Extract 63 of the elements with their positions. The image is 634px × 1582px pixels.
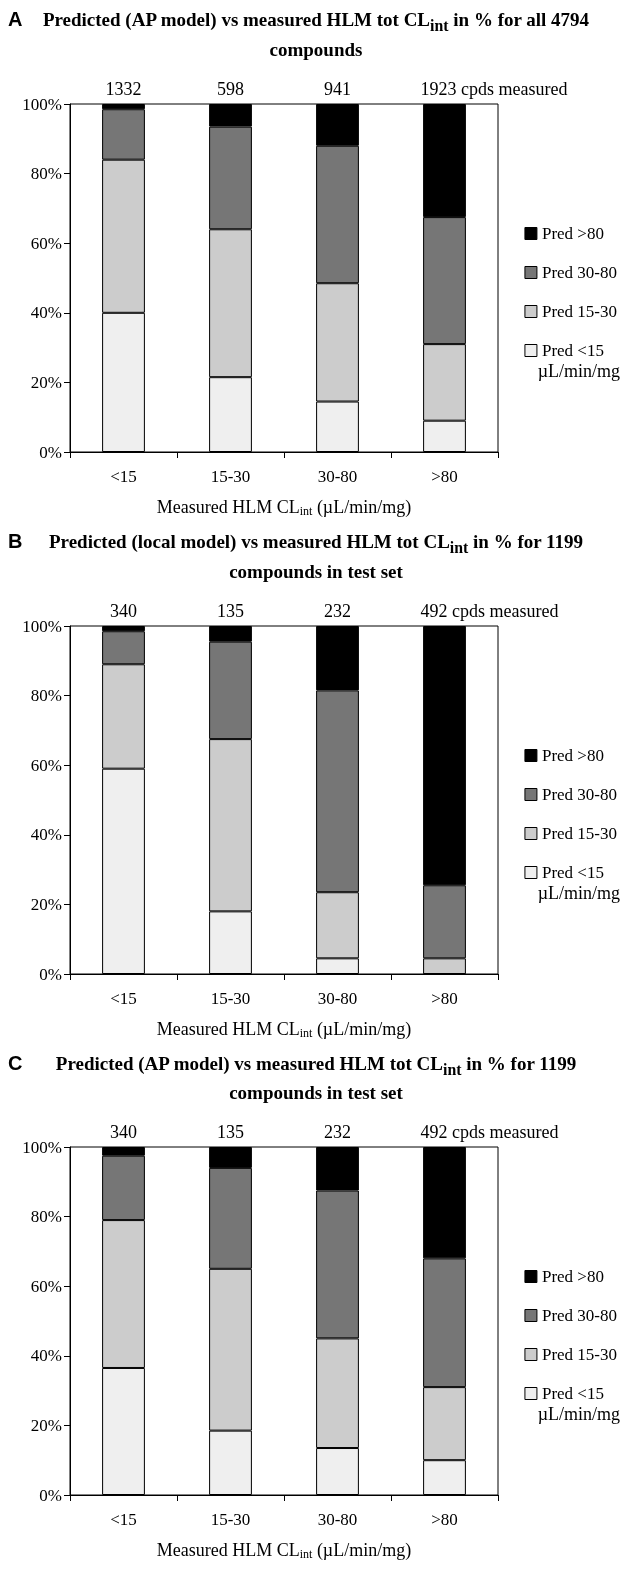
text: B — [8, 529, 24, 553]
y-tick-label: 40% — [30, 824, 62, 844]
x-tick-label: 30-80 — [317, 1510, 358, 1530]
legend-label: Pred 30-80 — [541, 262, 618, 282]
legend-label: Pred 15-30 — [541, 823, 618, 843]
y-tick-label: 80% — [30, 1207, 62, 1227]
x-tick-label: >80 — [431, 466, 458, 486]
y-tick-label: 80% — [30, 685, 62, 705]
annotation: 492 cpds measured — [420, 600, 559, 621]
x-tick-label: <15 — [110, 466, 137, 486]
annotation: 135 — [217, 1122, 244, 1143]
text: A — [8, 8, 24, 31]
y-tick-label: 0% — [39, 1485, 62, 1505]
annotation: 340 — [110, 600, 137, 621]
annotation: 232 — [324, 1122, 351, 1143]
x-tick-label: 30-80 — [317, 466, 358, 486]
text: C — [8, 1051, 24, 1075]
annotation: 941 — [324, 78, 351, 99]
annotation: 1332 — [105, 78, 142, 99]
legend-label: Pred <15 — [541, 1384, 604, 1404]
x-tick-label: >80 — [431, 1510, 458, 1530]
annotation: 232 — [324, 600, 351, 621]
x-tick-label: 15-30 — [210, 988, 251, 1008]
annotation: 598 — [217, 78, 244, 99]
y-tick-label: 20% — [30, 894, 62, 914]
legend-label: Pred 15-30 — [541, 301, 618, 321]
legend-label: Pred <15 — [541, 340, 604, 360]
y-tick-label: 100% — [22, 616, 62, 636]
x-tick-label: 15-30 — [210, 466, 251, 486]
x-tick-label: 30-80 — [317, 988, 358, 1008]
text: µL/min/mg — [537, 882, 620, 903]
y-tick-label: 100% — [22, 94, 62, 114]
y-tick-label: 20% — [30, 1416, 62, 1436]
legend-label: Pred 30-80 — [541, 1306, 618, 1326]
annotation: 1923 cpds measured — [420, 78, 568, 99]
y-tick-label: 40% — [30, 303, 62, 323]
legend-label: Pred 15-30 — [541, 1345, 618, 1365]
legend-label: Pred >80 — [541, 223, 604, 243]
annotation: 135 — [217, 600, 244, 621]
y-tick-label: 0% — [39, 964, 62, 984]
chart-title: Predicted (local model) vs measured HLM tot CL$_{int}$ in % for 1199 compounds in test set — [48, 530, 584, 582]
y-tick-label: 80% — [30, 163, 62, 183]
y-tick-label: 40% — [30, 1346, 62, 1366]
x-tick-label: 15-30 — [210, 1510, 251, 1530]
y-tick-label: 20% — [30, 372, 62, 392]
text: µL/min/mg — [537, 360, 620, 381]
x-tick-label: <15 — [110, 1510, 137, 1530]
y-tick-label: 60% — [30, 755, 62, 775]
x-tick-label: <15 — [110, 988, 137, 1008]
text: µL/min/mg — [537, 1404, 620, 1425]
legend-label: Pred >80 — [541, 1267, 604, 1287]
annotation: 340 — [110, 1122, 137, 1143]
legend-label: Pred >80 — [541, 745, 604, 765]
y-tick-label: 100% — [22, 1137, 62, 1157]
y-tick-label: 0% — [39, 442, 62, 462]
y-tick-label: 60% — [30, 233, 62, 253]
chart-title: Predicted (AP model) vs measured HLM tot CL$_{int}$ in % for 1199 compounds in test set — [55, 1052, 577, 1104]
legend-label: Pred <15 — [541, 862, 604, 882]
x-tick-label: >80 — [431, 988, 458, 1008]
y-tick-label: 60% — [30, 1277, 62, 1297]
chart-title: Predicted (AP model) vs measured HLM tot CL$_{int}$ in % for all 4794 compounds — [42, 9, 590, 60]
legend-label: Pred 30-80 — [541, 784, 618, 804]
annotation: 492 cpds measured — [420, 1122, 559, 1143]
